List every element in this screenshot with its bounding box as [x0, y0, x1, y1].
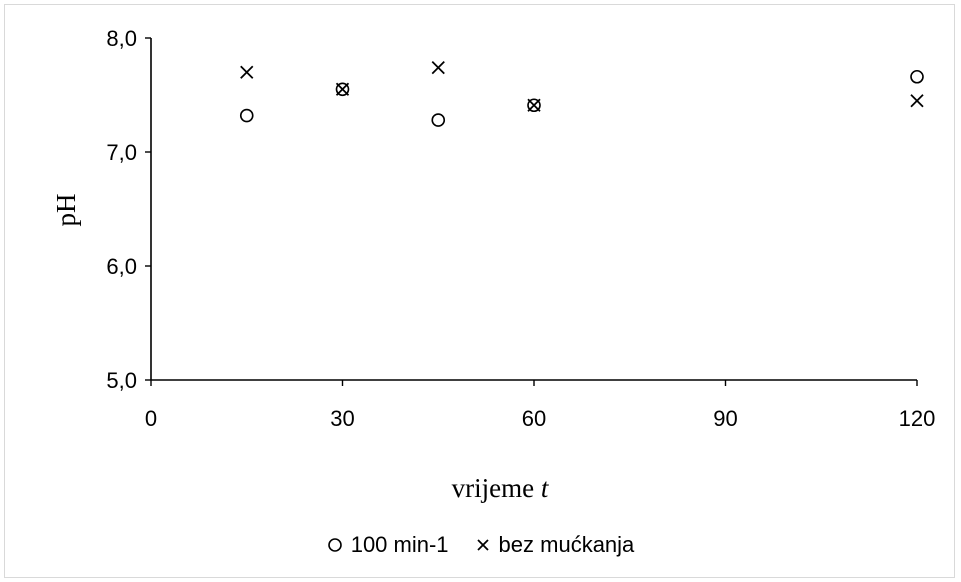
- x-axis-title-text: vrijeme: [452, 473, 534, 503]
- cross-stroke: [910, 94, 924, 108]
- x-axis-title-variable: t: [541, 473, 550, 503]
- axes: [150, 38, 917, 381]
- y-tick-label: 8,0: [106, 26, 137, 51]
- y-tick-label: 5,0: [106, 368, 137, 393]
- data-point-cross: [910, 94, 924, 108]
- y-ticks: 5,0 6,0 7,0 8,0: [106, 26, 151, 393]
- x-tick-label: 60: [522, 406, 546, 431]
- legend-label-cross: bez mućkanja: [498, 532, 635, 557]
- data-point-circle: [910, 69, 924, 84]
- cross-stroke: [240, 65, 254, 79]
- data-point-circle: [335, 82, 350, 97]
- x-tick-label: 30: [330, 406, 354, 431]
- x-axis-title: vrijeme t: [452, 473, 550, 503]
- cross-marker-icon: [476, 539, 489, 551]
- scatter-plot: 5,0 6,0 7,0 8,0 0 30 60 90 120 pH vrijeme t: [51, 26, 935, 503]
- data-point-circle: [239, 108, 254, 123]
- cross-stroke: [527, 98, 541, 112]
- y-tick-label: 6,0: [106, 254, 137, 279]
- legend-label-circle: 100 min-1: [350, 532, 449, 557]
- x-tick-label: 90: [713, 406, 737, 431]
- legend-item-circle: 100 min-1: [327, 532, 449, 558]
- data-points: [239, 61, 924, 127]
- circle-marker-icon: [327, 538, 342, 552]
- data-point-circle: [527, 98, 541, 113]
- legend: 100 min-1 bez mućkanja: [0, 525, 961, 565]
- legend-item-cross: bez mućkanja: [475, 532, 635, 558]
- y-tick-label: 7,0: [106, 140, 137, 165]
- data-point-circle: [431, 113, 446, 127]
- x-tick-label: 0: [145, 406, 157, 431]
- x-ticks: 0 30 60 90 120: [145, 380, 935, 431]
- chart-frame: [4, 4, 955, 578]
- cross-stroke: [431, 61, 445, 75]
- data-point-cross: [335, 82, 350, 96]
- data-point-cross: [431, 61, 445, 75]
- data-point-cross: [240, 65, 254, 79]
- x-tick-label: 120: [899, 406, 936, 431]
- cross-stroke: [335, 82, 350, 96]
- y-axis-title: pH: [51, 194, 81, 227]
- data-point-cross: [527, 98, 541, 112]
